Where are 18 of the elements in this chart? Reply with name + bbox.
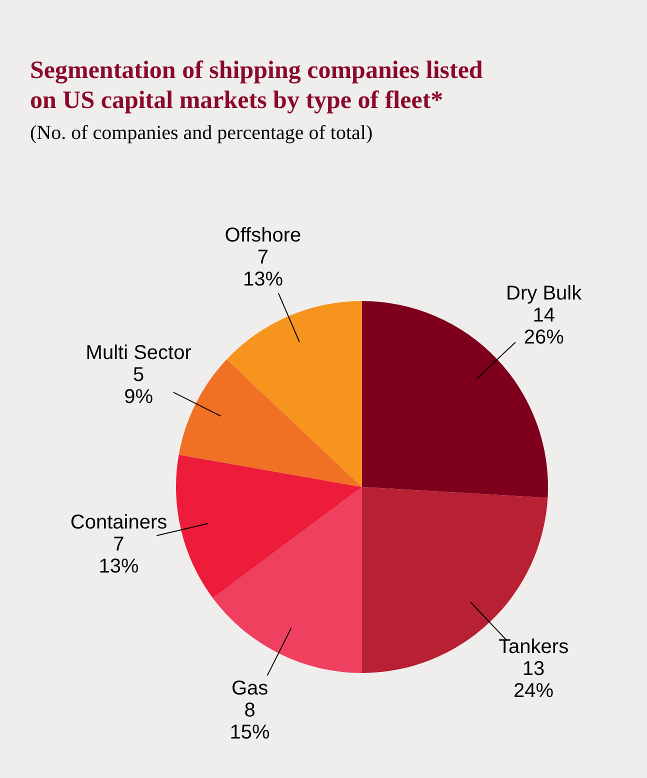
- slice-label: Containers: [70, 512, 168, 534]
- chart-subtitle: (No. of companies and percentage of total): [30, 122, 373, 144]
- chart-title: Segmentation of shipping companies listed on US capital markets by type of fleet*: [30, 57, 483, 114]
- data-label: 13 24%: [514, 658, 554, 702]
- pie-slice: [176, 454, 362, 598]
- slice-label: Multi Sector: [86, 342, 192, 364]
- data-label: 7 13%: [98, 534, 139, 578]
- data-label: 14 26%: [524, 304, 564, 348]
- data-label: 5 9%: [124, 364, 154, 408]
- data-label: 8 15%: [230, 699, 270, 744]
- slice-label: Offshore: [224, 224, 302, 246]
- pie-slice: [212, 487, 362, 673]
- slice-label: Tankers: [498, 636, 569, 658]
- pie-slice: [226, 301, 362, 487]
- pie-slice: [178, 359, 362, 487]
- data-label: 7 13%: [242, 246, 284, 290]
- slice-label: Dry Bulk: [506, 282, 583, 304]
- slice-label: Gas: [231, 677, 268, 700]
